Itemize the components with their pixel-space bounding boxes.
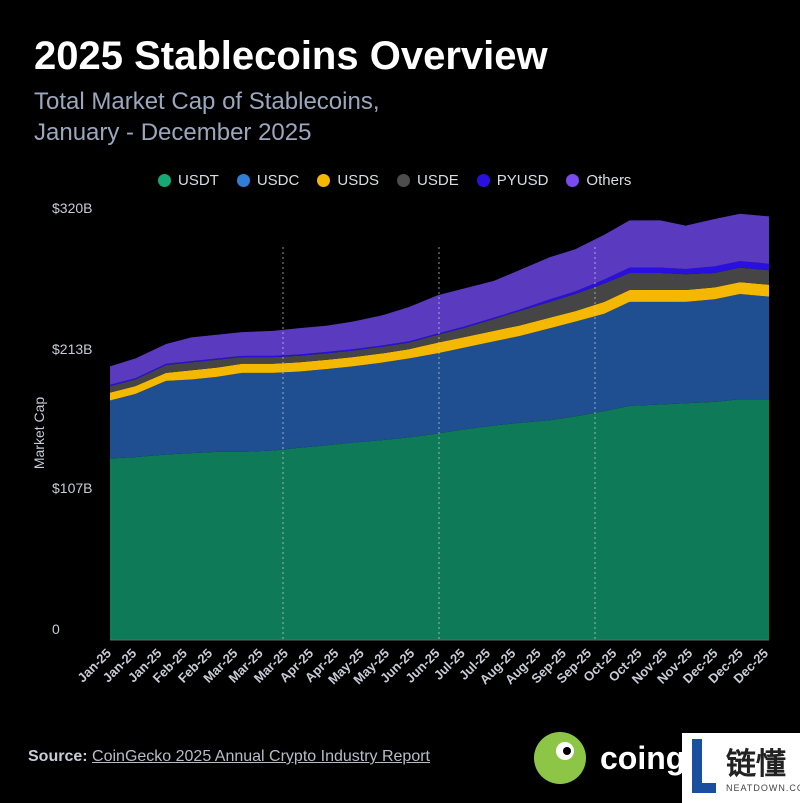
legend-label: USDT xyxy=(178,172,219,189)
legend-label: USDS xyxy=(337,172,380,189)
brand-name: coing xyxy=(600,739,686,776)
gecko-logo-icon xyxy=(534,732,586,784)
legend-label: PYUSD xyxy=(496,172,549,189)
watermark-subtext: NEATDOWN.COM xyxy=(726,783,800,793)
legend-label: Others xyxy=(586,172,632,189)
area-usde xyxy=(110,267,769,393)
subtitle-line-1: Total Market Cap of Stablecoins, xyxy=(34,88,380,115)
watermark-logo-icon xyxy=(692,739,716,793)
legend-item-usdc: USDC xyxy=(236,172,300,189)
legend-swatch xyxy=(317,174,331,187)
area-usds xyxy=(110,282,769,401)
chart-subtitle: Total Market Cap of Stablecoins, January… xyxy=(34,86,380,148)
source-footer: Source: CoinGecko 2025 Annual Crypto Ind… xyxy=(28,748,430,766)
legend: USDT USDC USDS USDE PYUSD Others xyxy=(158,172,631,189)
legend-item-usde: USDE xyxy=(397,172,459,189)
source-link[interactable]: CoinGecko 2025 Annual Crypto Industry Re… xyxy=(92,748,430,765)
legend-item-others: Others xyxy=(566,172,631,189)
legend-swatch xyxy=(476,174,490,187)
legend-label: USDC xyxy=(256,172,300,189)
coingecko-brand: coing xyxy=(534,732,685,784)
y-tick-label: 0 xyxy=(52,621,60,637)
subtitle-line-2: January - December 2025 xyxy=(34,119,312,146)
legend-swatch xyxy=(158,174,171,187)
legend-swatch xyxy=(566,174,580,187)
chart-title: 2025 Stablecoins Overview xyxy=(34,34,548,78)
legend-swatch xyxy=(397,174,411,187)
y-tick-label: $320B xyxy=(52,200,92,216)
area-usdt xyxy=(110,399,769,640)
area-usdc xyxy=(110,293,769,459)
source-label: Source: xyxy=(28,748,88,765)
legend-label: USDE xyxy=(417,172,459,189)
y-axis-title: Market Cap xyxy=(31,397,47,470)
watermark: 链懂 NEATDOWN.COM xyxy=(682,733,800,803)
legend-item-pyusd: PYUSD xyxy=(476,172,549,189)
legend-item-usdt: USDT xyxy=(158,172,219,189)
y-tick-label: $213B xyxy=(52,341,92,357)
area-others xyxy=(110,213,769,385)
y-tick-label: $107B xyxy=(52,480,92,496)
legend-swatch xyxy=(236,174,250,187)
watermark-text: 链懂 xyxy=(726,748,786,781)
legend-item-usds: USDS xyxy=(317,172,379,189)
